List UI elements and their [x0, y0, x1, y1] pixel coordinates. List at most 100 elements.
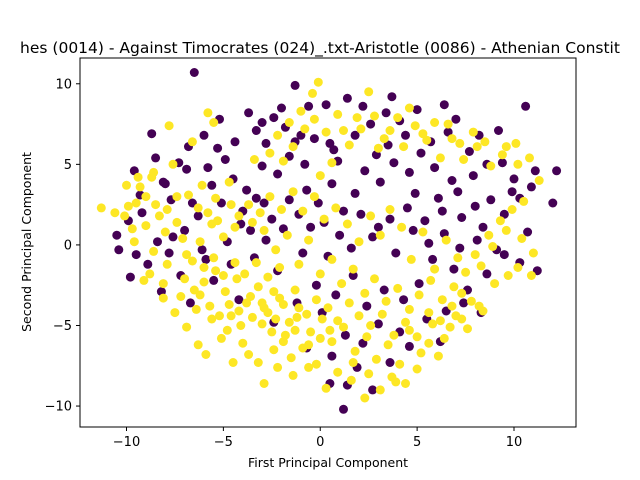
data-point-class-0 — [300, 159, 310, 169]
data-point-class-0 — [404, 167, 414, 177]
data-point-class-0 — [207, 180, 217, 190]
data-point-class-1 — [333, 316, 343, 326]
data-point-class-0 — [420, 216, 430, 226]
data-point-class-1 — [404, 304, 414, 314]
data-point-class-0 — [137, 208, 147, 218]
data-point-class-1 — [178, 234, 188, 243]
data-point-class-0 — [201, 254, 211, 264]
data-point-class-1 — [381, 296, 391, 306]
data-point-class-1 — [354, 237, 364, 247]
data-point-class-1 — [354, 311, 364, 321]
data-point-class-1 — [470, 250, 480, 260]
data-point-class-1 — [418, 129, 428, 139]
data-point-class-1 — [191, 304, 201, 314]
data-point-class-1 — [253, 282, 263, 292]
data-point-class-1 — [203, 208, 213, 218]
data-point-class-0 — [433, 193, 443, 203]
data-point-class-1 — [249, 155, 259, 164]
data-point-class-0 — [153, 237, 162, 247]
data-point-class-1 — [162, 205, 172, 214]
data-point-class-1 — [519, 196, 529, 206]
data-point-class-0 — [439, 100, 449, 110]
data-point-class-1 — [414, 290, 424, 300]
data-point-class-0 — [453, 187, 463, 197]
data-point-class-1 — [203, 108, 213, 118]
data-point-class-1 — [199, 277, 209, 287]
data-point-class-1 — [346, 375, 356, 385]
data-point-class-0 — [261, 235, 271, 245]
data-point-class-1 — [302, 309, 312, 319]
data-point-class-0 — [168, 232, 178, 242]
data-point-class-1 — [195, 237, 205, 247]
data-point-class-0 — [251, 126, 261, 135]
data-point-class-1 — [172, 217, 182, 227]
data-point-class-1 — [265, 148, 275, 158]
data-point-class-1 — [271, 314, 281, 324]
data-point-class-1 — [422, 135, 432, 145]
data-point-class-0 — [213, 143, 223, 153]
data-point-class-0 — [375, 177, 385, 187]
x-tick-label: 5 — [413, 435, 421, 450]
data-point-class-1 — [201, 350, 211, 359]
data-point-class-1 — [306, 327, 316, 337]
data-point-class-1 — [511, 138, 521, 148]
data-point-class-0 — [530, 166, 540, 176]
data-point-class-0 — [340, 330, 350, 340]
x-tick-label: −10 — [113, 435, 140, 450]
data-point-class-1 — [288, 370, 298, 380]
data-point-class-1 — [375, 230, 385, 240]
data-point-class-1 — [484, 230, 494, 240]
data-point-class-0 — [158, 177, 168, 187]
data-point-class-1 — [428, 319, 438, 329]
data-point-class-0 — [464, 147, 474, 156]
data-point-class-1 — [129, 237, 139, 247]
data-point-class-1 — [286, 353, 296, 363]
data-point-class-1 — [478, 306, 488, 316]
data-point-class-1 — [234, 211, 244, 221]
data-point-class-1 — [424, 308, 434, 318]
data-point-class-1 — [271, 245, 281, 255]
data-point-class-1 — [401, 317, 410, 327]
data-point-class-1 — [257, 319, 267, 329]
data-point-class-1 — [373, 143, 383, 153]
data-point-class-0 — [416, 148, 426, 158]
data-point-class-1 — [412, 364, 422, 374]
data-point-class-1 — [501, 142, 511, 152]
data-point-class-1 — [327, 254, 337, 264]
data-point-class-0 — [203, 163, 213, 173]
data-point-class-1 — [350, 346, 360, 356]
data-point-class-0 — [257, 161, 267, 171]
data-point-class-1 — [170, 308, 180, 318]
data-point-class-0 — [298, 248, 308, 258]
data-point-class-1 — [141, 221, 151, 231]
data-point-class-1 — [418, 227, 428, 237]
data-point-class-0 — [147, 129, 157, 139]
data-point-class-1 — [348, 264, 358, 274]
data-point-class-1 — [218, 271, 228, 280]
data-point-class-1 — [412, 332, 422, 342]
data-point-class-0 — [379, 285, 389, 295]
data-point-class-1 — [503, 271, 513, 280]
data-point-class-0 — [273, 169, 283, 179]
data-point-class-1 — [257, 298, 267, 308]
data-point-class-1 — [168, 159, 178, 169]
data-point-class-0 — [112, 230, 122, 240]
data-point-class-1 — [377, 309, 387, 319]
data-point-class-1 — [246, 292, 255, 301]
data-point-class-1 — [184, 190, 193, 200]
data-point-class-1 — [292, 312, 302, 322]
data-point-class-0 — [430, 163, 440, 173]
data-point-class-0 — [304, 101, 314, 111]
data-point-class-1 — [211, 193, 221, 203]
data-point-class-1 — [497, 150, 507, 160]
data-point-class-0 — [447, 176, 457, 185]
data-point-class-0 — [494, 126, 503, 135]
data-point-class-1 — [311, 359, 321, 369]
data-point-class-1 — [199, 263, 209, 272]
data-point-class-1 — [275, 263, 285, 272]
data-point-class-0 — [509, 174, 519, 184]
data-point-class-0 — [457, 213, 467, 222]
data-point-class-1 — [294, 259, 304, 269]
data-point-class-1 — [182, 250, 192, 260]
data-point-class-1 — [238, 338, 248, 348]
